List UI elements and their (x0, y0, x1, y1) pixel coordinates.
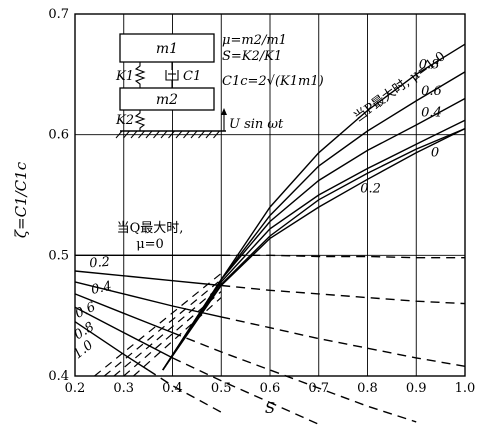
x-tick-label-4: 0.6 (260, 381, 281, 396)
hatch-10 (190, 130, 198, 139)
p-series-lines (162, 43, 466, 371)
transition-line-0 (94, 272, 222, 377)
x-tick-label-3: 0.5 (211, 381, 232, 396)
schematic: m1 K1 C1 m2 K2 U sin ωt μ=m2/m1 S=K2/K1 … (115, 33, 324, 139)
damper-cylinder (165, 70, 179, 81)
formula-mu: μ=m2/m1 (222, 33, 287, 48)
q-series-label-1: 0.2 (89, 255, 111, 272)
q-series-solid-1 (74, 270, 222, 287)
y-tick-label-3: 0.7 (48, 7, 69, 22)
p-series-label-5: 0.2 (360, 182, 381, 197)
p-series-label-2: 0.6 (421, 84, 442, 99)
mass-m1-label: m1 (156, 41, 178, 57)
q-series-solid-3 (74, 293, 173, 334)
hatch-0 (115, 130, 123, 139)
hatch-1 (123, 130, 130, 139)
q-group-label-line1: 当Q最大时, (117, 221, 184, 236)
transition-line-4 (133, 297, 222, 377)
q-series-label-2: 0.4 (90, 279, 113, 298)
transition-line-3 (123, 291, 222, 377)
y-tick-label-2: 0.6 (48, 128, 69, 143)
tick-labels: 0.2 0.3 0.4 0.5 0.6 0.7 0.8 0.9 1.0 0.4 0.5 0.6 0.7 (48, 7, 475, 396)
hatch-11 (198, 130, 205, 139)
q-series-solid-5 (74, 321, 149, 371)
x-tick-label-7: 0.9 (406, 381, 427, 396)
q-series-label-3: 0.6 (73, 300, 98, 322)
p-series-line-4 (162, 127, 466, 371)
hatch-7 (168, 130, 175, 139)
hatch-5 (153, 130, 160, 139)
p-series-label-3: 0.4 (421, 106, 442, 121)
y-tick-label-0: 0.4 (48, 369, 69, 384)
x-axis-label: S (265, 399, 275, 417)
hatch-12 (205, 130, 213, 139)
y-tick-label-1: 0.5 (48, 248, 69, 263)
formula-c1c: C1c=2√(K1m1) (222, 74, 324, 89)
hatch-6 (160, 130, 168, 139)
damper-c1-label: C1 (183, 69, 201, 84)
hatch-9 (183, 130, 190, 139)
mass-m2-label: m2 (156, 92, 178, 108)
transition-line-2 (113, 285, 222, 377)
y-axis-label: ζ=C1/C1c (12, 161, 30, 238)
q-series-solid-2 (74, 281, 222, 318)
formula-s: S=K2/K1 (222, 49, 282, 64)
x-tick-label-1: 0.3 (113, 381, 134, 396)
mass-m1-box (119, 33, 215, 63)
plot-frame (74, 13, 466, 377)
q-series-dashed-4 (172, 357, 319, 425)
x-tick-label-8: 1.0 (455, 381, 476, 396)
x-tick-label-0: 0.2 (65, 381, 86, 396)
transition-lines (94, 272, 222, 377)
excitation-arrowhead (221, 108, 227, 115)
spring-k1 (134, 62, 146, 88)
q-series-dashed-2 (221, 316, 466, 367)
spring-k2-label: K2 (115, 113, 134, 128)
p-series-line-2 (162, 97, 466, 371)
hatch-2 (130, 130, 138, 139)
p-series-label-4: 0 (431, 145, 439, 160)
q-series-dashed-1 (221, 284, 466, 305)
x-tick-label-2: 0.4 (162, 381, 183, 396)
q-group-label-line2: μ=0 (136, 237, 164, 252)
hatch-13 (213, 130, 220, 139)
spring-k1-label: K1 (115, 69, 134, 84)
q-series-dashed-5 (147, 369, 222, 413)
hatch-3 (138, 130, 145, 139)
q-series-lines (74, 254, 466, 425)
ground-hatch (115, 130, 220, 139)
p-series-label-1: 0.8 (419, 57, 440, 72)
transition-line-1 (103, 279, 222, 377)
p-series-line-5 (162, 127, 466, 371)
x-tick-label-5: 0.7 (308, 381, 329, 396)
q-series-solid-4 (74, 306, 173, 359)
excitation-label: U sin ωt (229, 117, 284, 132)
x-tick-label-6: 0.8 (357, 381, 378, 396)
q-series-dashed-0 (221, 254, 465, 259)
q-series-dashed-3 (172, 331, 417, 423)
spring-k2 (134, 110, 146, 131)
hatch-8 (175, 130, 183, 139)
hatch-4 (145, 130, 153, 139)
p-series-line-3 (162, 119, 466, 371)
mass-m2-box (119, 87, 215, 111)
p-series-line-1 (162, 71, 466, 371)
